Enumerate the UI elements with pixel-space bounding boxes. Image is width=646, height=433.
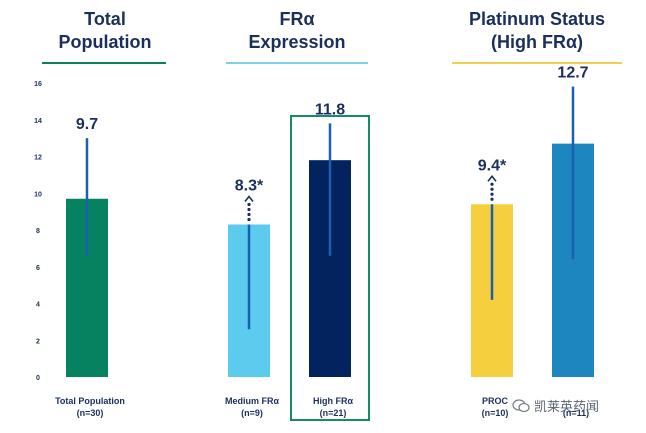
y-tick-label: 14 bbox=[34, 118, 42, 125]
open-bound-dot bbox=[490, 187, 494, 191]
header-fra-line1: FRα bbox=[279, 9, 315, 29]
y-tick-label: 10 bbox=[34, 191, 42, 198]
category-label: Total Population bbox=[55, 396, 125, 406]
y-tick-label: 2 bbox=[36, 338, 40, 345]
y-tick-label: 6 bbox=[36, 265, 40, 272]
category-label: Medium FRα bbox=[225, 396, 279, 406]
open-bound-dot bbox=[490, 182, 494, 186]
category-count: (n=21) bbox=[320, 408, 347, 418]
header-rule-platinum bbox=[452, 62, 622, 64]
open-bound-dot bbox=[247, 202, 251, 207]
header-platinum-status: Platinum Status (High FRα) bbox=[444, 8, 630, 54]
y-tick-label: 12 bbox=[34, 155, 42, 162]
wechat-icon bbox=[512, 398, 530, 413]
category-count: (n=11) bbox=[563, 408, 589, 418]
watermark-text: 凯莱英药闻 bbox=[534, 400, 600, 415]
open-bound-dot bbox=[490, 192, 494, 196]
header-fra-expression: FRα Expression bbox=[218, 8, 376, 54]
header-total-line1: Total bbox=[84, 9, 126, 29]
category-count: (n=30) bbox=[77, 408, 104, 418]
category-label: High FRα bbox=[313, 396, 353, 406]
y-tick-label: 0 bbox=[36, 375, 40, 382]
watermark: 凯莱英药闻 bbox=[512, 396, 599, 415]
header-fra-line2: Expression bbox=[248, 32, 346, 52]
open-bound-arrow bbox=[487, 174, 497, 182]
category-label: PROC bbox=[482, 396, 509, 406]
header-rule-fra bbox=[226, 62, 368, 64]
data-label: 9.4* bbox=[478, 157, 507, 174]
header-total-population: Total Population bbox=[44, 8, 166, 54]
y-tick-label: 16 bbox=[34, 81, 42, 88]
data-label: 8.3* bbox=[235, 177, 264, 194]
y-tick-label: 8 bbox=[36, 228, 40, 235]
header-platinum-line1: Platinum Status bbox=[468, 9, 606, 29]
data-label: 11.8 bbox=[315, 101, 345, 118]
data-label: 12.7 bbox=[557, 65, 588, 82]
y-tick-label: 4 bbox=[36, 302, 40, 309]
highlight-box bbox=[290, 115, 370, 421]
data-label: 9.7 bbox=[76, 116, 98, 133]
header-total-line2: Population bbox=[58, 32, 152, 52]
header-platinum-line2: (High FRα) bbox=[490, 32, 584, 52]
header-rule-total bbox=[42, 62, 166, 64]
category-count: (n=10) bbox=[482, 408, 509, 418]
open-bound-dot bbox=[490, 197, 494, 201]
open-bound-dot bbox=[247, 207, 251, 212]
open-bound-arrow bbox=[244, 195, 254, 202]
category-count: (n=9) bbox=[241, 408, 263, 418]
open-bound-dot bbox=[247, 212, 251, 217]
open-bound-dot bbox=[247, 217, 251, 222]
